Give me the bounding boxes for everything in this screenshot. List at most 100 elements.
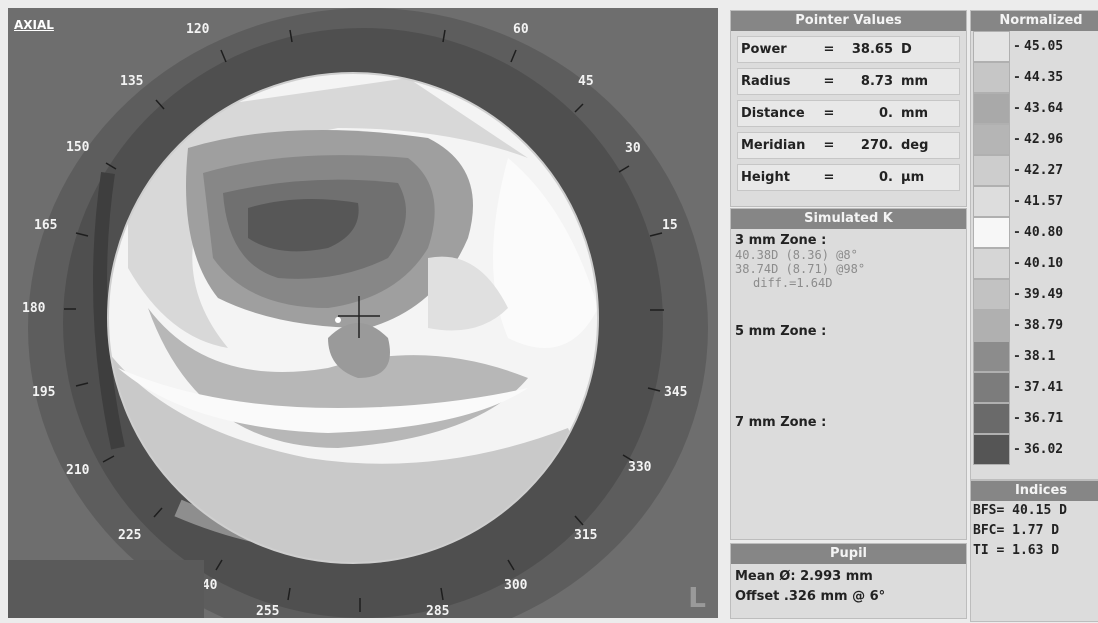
equals-sign: = [823, 106, 835, 121]
pointer-label: Radius [741, 74, 791, 89]
pointer-value: 38.65 [851, 42, 893, 57]
legend-swatch [973, 310, 1010, 341]
pointer-values-panel: Pointer Values Power = 38.65 D Radius = … [730, 10, 967, 207]
indices-panel: Indices BFS= 40.15 D BFC= 1.77 D TI = 1.… [970, 480, 1098, 622]
legend-value: 43.64 [1024, 101, 1064, 116]
zone-3mm-diff: diff.=1.64D [753, 276, 833, 290]
legend-row: -40.80 [971, 217, 1098, 248]
pointer-label: Power [741, 42, 787, 57]
pointer-label: Height [741, 170, 790, 185]
legend-tick: - [1014, 411, 1020, 426]
degree-label-315: 315 [574, 528, 598, 543]
pointer-value: 0. [879, 170, 893, 185]
legend-tick: - [1014, 194, 1020, 209]
pointer-unit: D [901, 42, 912, 57]
legend-swatch [973, 403, 1010, 434]
legend-row: -39.49 [971, 279, 1098, 310]
legend-swatch [973, 186, 1010, 217]
degree-label-345: 345 [664, 385, 688, 400]
pupil-offset: Offset .326 mm @ 6° [735, 589, 886, 604]
normalized-title: Normalized [971, 11, 1098, 31]
legend-value: 40.80 [1024, 225, 1064, 240]
pupil-title: Pupil [731, 544, 966, 564]
degree-label-30: 30 [625, 141, 641, 156]
pointer-row-distance: Distance = 0. mm [737, 100, 960, 127]
legend-row: -38.1 [971, 341, 1098, 372]
legend-value: 38.1 [1024, 349, 1056, 364]
legend-tick: - [1014, 225, 1020, 240]
normalized-scale-panel: Normalized -45.05-44.35-43.64-42.96-42.2… [970, 10, 1098, 480]
legend-value: 39.49 [1024, 287, 1064, 302]
legend-tick: - [1014, 163, 1020, 178]
pointer-row-meridian: Meridian = 270. deg [737, 132, 960, 159]
map-mode-label[interactable]: AXIAL [14, 18, 54, 32]
legend-tick: - [1014, 380, 1020, 395]
index-ti: TI = 1.63 D [973, 543, 1060, 558]
legend-row: -41.57 [971, 186, 1098, 217]
legend-row: -42.27 [971, 155, 1098, 186]
legend-tick: - [1014, 39, 1020, 54]
simulated-k-title: Simulated K [731, 209, 966, 229]
legend-row: -37.41 [971, 372, 1098, 403]
legend-row: -38.79 [971, 310, 1098, 341]
legend-swatch [973, 248, 1010, 279]
pointer-value: 270. [860, 138, 893, 153]
degree-label-120: 120 [186, 22, 210, 37]
legend-swatch [973, 279, 1010, 310]
degree-label-300: 300 [504, 578, 528, 593]
pointer-row-height: Height = 0. µm [737, 164, 960, 191]
legend-value: 45.05 [1024, 39, 1064, 54]
degree-label-330: 330 [628, 460, 652, 475]
equals-sign: = [823, 42, 835, 57]
degree-label-255: 255 [256, 604, 280, 618]
pointer-unit: µm [901, 170, 925, 185]
legend-tick: - [1014, 349, 1020, 364]
color-scale-legend: -45.05-44.35-43.64-42.96-42.27-41.57-40.… [971, 31, 1098, 465]
eye-indicator: L [688, 581, 706, 614]
equals-sign: = [823, 170, 835, 185]
topography-map[interactable]: AXIAL 120 60 135 45 150 30 165 15 180 19… [8, 8, 718, 618]
zone-3mm-k1: 40.38D (8.36) @8° [735, 248, 858, 262]
pointer-row-radius: Radius = 8.73 mm [737, 68, 960, 95]
legend-row: -45.05 [971, 31, 1098, 62]
pointer-unit: mm [901, 106, 929, 121]
pupil-mean: Mean Ø: 2.993 mm [735, 569, 873, 584]
legend-row: -40.10 [971, 248, 1098, 279]
legend-tick: - [1014, 70, 1020, 85]
pointer-unit: deg [901, 138, 929, 153]
axial-map-graphic [8, 8, 718, 618]
pointer-label: Meridian [741, 138, 806, 153]
legend-tick: - [1014, 287, 1020, 302]
legend-tick: - [1014, 318, 1020, 333]
legend-value: 41.57 [1024, 194, 1064, 209]
legend-row: -36.02 [971, 434, 1098, 465]
indices-title: Indices [971, 481, 1098, 501]
degree-label-210: 210 [66, 463, 90, 478]
pointer-label: Distance [741, 106, 805, 121]
legend-tick: - [1014, 132, 1020, 147]
degree-label-165: 165 [34, 218, 58, 233]
legend-value: 44.35 [1024, 70, 1064, 85]
zone-5mm-label: 5 mm Zone : [735, 324, 827, 339]
legend-swatch [973, 93, 1010, 124]
legend-swatch [973, 217, 1010, 248]
legend-swatch [973, 372, 1010, 403]
legend-row: -42.96 [971, 124, 1098, 155]
zone-3mm-label: 3 mm Zone : [735, 233, 827, 248]
degree-label-135: 135 [120, 74, 144, 89]
legend-row: -36.71 [971, 403, 1098, 434]
legend-value: 42.27 [1024, 163, 1064, 178]
legend-row: -43.64 [971, 93, 1098, 124]
legend-swatch [973, 155, 1010, 186]
legend-swatch [973, 341, 1010, 372]
zone-3mm-k2: 38.74D (8.71) @98° [735, 262, 866, 276]
legend-swatch [973, 31, 1010, 62]
index-bfs: BFS= 40.15 D [973, 503, 1067, 518]
legend-value: 36.02 [1024, 442, 1064, 457]
legend-tick: - [1014, 256, 1020, 271]
legend-row: -44.35 [971, 62, 1098, 93]
degree-label-45: 45 [578, 74, 594, 89]
legend-tick: - [1014, 442, 1020, 457]
simulated-k-panel: Simulated K 3 mm Zone : 40.38D (8.36) @8… [730, 208, 967, 540]
pointer-values-title: Pointer Values [731, 11, 966, 31]
